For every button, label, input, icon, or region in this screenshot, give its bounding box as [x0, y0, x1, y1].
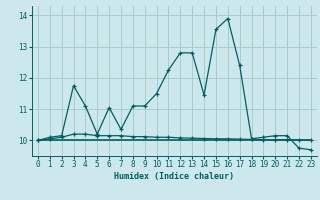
X-axis label: Humidex (Indice chaleur): Humidex (Indice chaleur)	[115, 172, 234, 181]
